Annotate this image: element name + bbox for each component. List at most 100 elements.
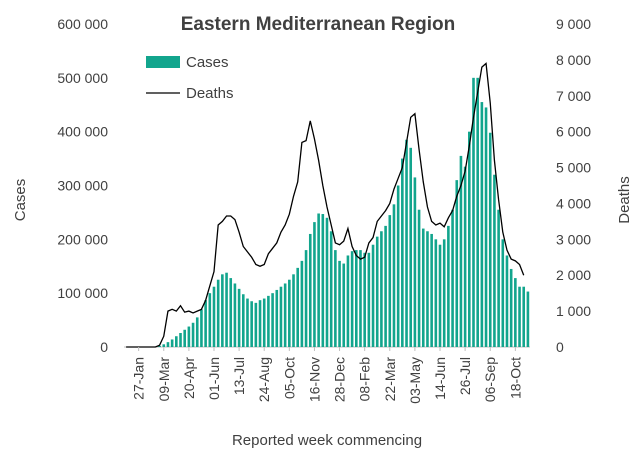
cases-bar xyxy=(388,215,392,347)
cases-bar xyxy=(279,286,283,347)
y2-tick-label: 4 000 xyxy=(556,195,591,211)
cases-bar xyxy=(187,326,191,347)
y-axis-title: Cases xyxy=(12,179,29,222)
cases-bar xyxy=(451,209,454,347)
legend-cases-swatch xyxy=(146,56,180,68)
y2-tick-label: 8 000 xyxy=(556,52,591,68)
cases-bar xyxy=(472,77,475,347)
cases-bar xyxy=(296,267,299,347)
cases-bar xyxy=(350,251,354,347)
cases-bar xyxy=(166,342,170,347)
cases-bar xyxy=(262,298,266,347)
cases-bar xyxy=(212,286,216,347)
cases-bar xyxy=(183,329,186,347)
cases-bar xyxy=(288,279,291,347)
y-tick-label: 600 000 xyxy=(57,16,108,32)
cases-bar xyxy=(430,233,433,347)
cases-bar xyxy=(329,231,333,347)
cases-bar xyxy=(338,260,341,347)
cases-bar xyxy=(421,228,425,347)
x-tick-label: 03-May xyxy=(407,357,423,404)
cases-bar xyxy=(342,263,346,347)
tick-labels: 0 100 000 200 000 300 000 400 000 500 000 600 … xyxy=(57,16,591,404)
cases-bar xyxy=(321,214,325,347)
cases-bar xyxy=(514,278,517,347)
cases-bar xyxy=(275,289,279,347)
cases-bar xyxy=(216,279,220,347)
cases-bar xyxy=(455,180,459,347)
cases-bar xyxy=(367,252,371,347)
legend-deaths-label: Deaths xyxy=(186,85,234,102)
cases-bar xyxy=(505,255,509,347)
x-axis-title: Reported week commencing xyxy=(232,432,422,449)
x-tick-label: 14-Jun xyxy=(432,357,448,400)
chart-title: Eastern Mediterranean Region xyxy=(181,14,456,35)
cases-bar xyxy=(200,309,203,347)
cases-bar xyxy=(162,344,166,347)
cases-bar xyxy=(375,236,379,347)
x-tick-label: 16-Nov xyxy=(306,357,322,402)
cases-bar xyxy=(283,283,287,347)
y2-tick-label: 0 xyxy=(556,339,564,355)
deaths-line xyxy=(126,62,525,348)
x-tick-label: 05-Oct xyxy=(281,357,297,399)
cases-bar xyxy=(522,286,526,347)
cases-bar xyxy=(359,250,362,347)
y-tick-label: 200 000 xyxy=(57,231,108,247)
cases-bar xyxy=(250,301,253,347)
cases-bar xyxy=(254,302,258,347)
cases-bar xyxy=(396,185,400,347)
cases-bar xyxy=(459,155,463,347)
x-tick-label: 26-Jul xyxy=(457,357,473,395)
cases-bar xyxy=(175,336,178,347)
cases-bar xyxy=(434,239,438,347)
cases-bar xyxy=(233,283,237,347)
cases-bar xyxy=(304,250,308,347)
x-tick-label: 08-Feb xyxy=(357,357,373,402)
y2-tick-label: 1 000 xyxy=(556,303,591,319)
cases-bar xyxy=(417,209,421,347)
cases-bar xyxy=(363,252,366,347)
cases-bar xyxy=(170,339,174,347)
x-tick-label: 22-Mar xyxy=(382,357,398,402)
cases-bar xyxy=(488,132,492,347)
cases-bar xyxy=(468,131,471,347)
cases-bar xyxy=(392,204,396,347)
cases-bar xyxy=(476,77,479,347)
cases-bar xyxy=(518,286,521,347)
y2-tick-label: 3 000 xyxy=(556,231,591,247)
y2-tick-label: 7 000 xyxy=(556,88,591,104)
x-tick-label: 28-Dec xyxy=(332,357,348,402)
y2-tick-label: 6 000 xyxy=(556,124,591,140)
cases-bar xyxy=(371,244,375,347)
cases-bar xyxy=(493,174,496,347)
cases-bar xyxy=(258,300,262,347)
cases-bar xyxy=(300,260,304,347)
x-tick-label: 24-Aug xyxy=(256,357,272,402)
y-tick-label: 0 xyxy=(100,339,108,355)
y-tick-label: 500 000 xyxy=(57,70,108,86)
cases-bar xyxy=(463,166,467,347)
cases-bar xyxy=(526,291,530,347)
y2-axis-title: Deaths xyxy=(616,176,633,224)
cases-bar xyxy=(497,209,500,347)
cases-bar xyxy=(221,274,224,347)
cases-bar xyxy=(325,217,329,347)
cases-bar xyxy=(509,268,513,347)
y-tick-label: 300 000 xyxy=(57,178,108,194)
y-tick-label: 100 000 xyxy=(57,285,108,301)
y2-tick-label: 2 000 xyxy=(556,267,591,283)
cases-bar xyxy=(384,225,387,348)
x-tick-label: 13-Jul xyxy=(231,357,247,395)
cases-bar xyxy=(380,231,383,347)
cases-bar xyxy=(271,293,274,347)
cases-bar xyxy=(225,272,228,347)
cases-bar xyxy=(447,225,450,348)
y-tick-label: 400 000 xyxy=(57,124,108,140)
cases-bar xyxy=(158,345,161,347)
cases-bar xyxy=(501,239,505,347)
legend-cases-label: Cases xyxy=(186,54,229,71)
cases-bar xyxy=(317,213,320,347)
